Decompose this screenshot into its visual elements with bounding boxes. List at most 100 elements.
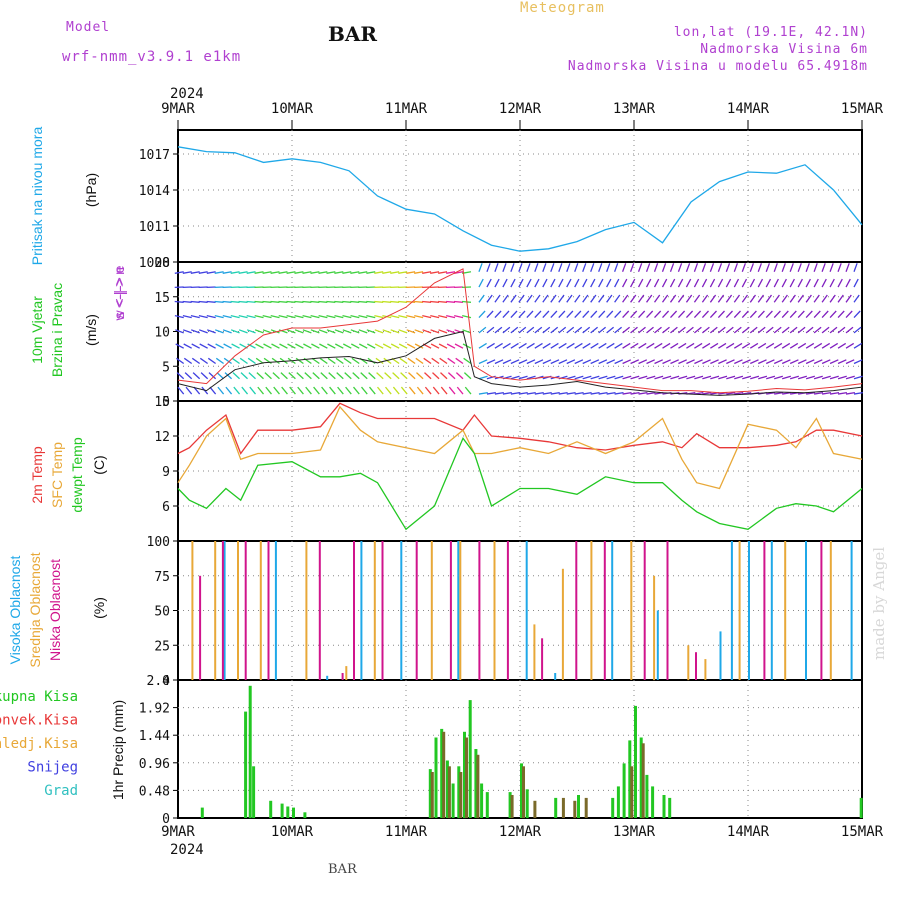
wind-barb (717, 310, 725, 319)
x-tick-label-bottom: 12MAR (499, 824, 542, 840)
wind-barb (318, 314, 328, 319)
wind-barb (630, 310, 638, 319)
wind-barb (478, 263, 483, 272)
wind-barb (238, 271, 248, 274)
wind-barb (606, 294, 613, 303)
ylabel-low-cloud: Niska Oblacnost (47, 559, 63, 661)
wind-barb (757, 278, 764, 288)
wind-barb (614, 310, 622, 319)
wind-barb (773, 278, 779, 288)
wind-barb (741, 342, 751, 349)
cloud-bar-2 (820, 541, 823, 680)
wind-barb (431, 357, 440, 365)
cloud-bar-0 (611, 541, 614, 680)
wind-barb (262, 314, 272, 319)
x-tick-label-top: 13MAR (613, 101, 656, 117)
wind-barb (302, 271, 312, 274)
wind-barb (614, 342, 623, 349)
wind-barb (566, 359, 576, 365)
x-tick-label-bottom: 14MAR (727, 824, 770, 840)
wind-barb (781, 326, 790, 334)
temp-sfc-line (177, 405, 863, 490)
wind-barb (598, 278, 604, 288)
wind-barb (821, 278, 827, 288)
wind-barb (440, 372, 448, 380)
precip-bar-0 (859, 797, 863, 818)
wind-barb (414, 343, 424, 349)
wind-barb (550, 391, 560, 395)
wind-barb (510, 310, 518, 319)
cloud-bar-1 (493, 541, 496, 680)
wind-barb (374, 314, 384, 319)
wind-barb (534, 326, 543, 334)
wind-barb (853, 278, 859, 288)
wind-barb (677, 263, 683, 272)
ylabel-mid-cloud: Srednja Oblacnost (27, 552, 43, 667)
precip-bar-1 (476, 754, 480, 819)
ylabel-pressure-unit: (hPa) (83, 173, 99, 207)
wind-barb (358, 343, 368, 349)
wind-barb (486, 294, 493, 303)
wind-barb (646, 391, 656, 395)
wind-barb (693, 263, 699, 272)
y-tick-label-wind: 10 (154, 326, 170, 341)
wind-barb (677, 310, 686, 319)
wind-barb (311, 357, 320, 365)
wind-barb (176, 372, 185, 380)
wind-barb (422, 314, 432, 319)
wind-barb (781, 263, 786, 272)
wind-barb (430, 271, 440, 274)
wind-barb (766, 375, 776, 380)
wind-barb (438, 329, 448, 334)
wind-barb (222, 329, 232, 334)
wind-barb (462, 314, 472, 319)
wind-barb (312, 372, 320, 380)
wind-barb (376, 372, 384, 380)
wind-barb (182, 314, 192, 319)
wind-barb (486, 278, 492, 288)
compass-we: w <-|-> e (111, 265, 127, 321)
cloud-bar-2 (244, 541, 247, 680)
wind-barb (797, 359, 807, 365)
precip-bar-0 (554, 797, 558, 818)
wind-barb (502, 310, 510, 319)
wind-barb (534, 310, 542, 319)
wind-barb (502, 326, 511, 334)
wind-barb (638, 326, 646, 334)
wind-barb (241, 386, 249, 395)
wind-barb (184, 372, 193, 380)
wind-barb (661, 263, 667, 272)
wind-barb (438, 314, 448, 319)
wind-barb (590, 375, 600, 380)
wind-barb (254, 329, 264, 334)
wind-barb (813, 342, 823, 349)
wind-barb (382, 271, 392, 274)
wind-barb (223, 357, 232, 365)
wind-barb (398, 271, 408, 274)
precip-legend-item: Konvek.Kisa (0, 713, 78, 729)
wind-barb (183, 343, 192, 349)
wind-barb (217, 386, 225, 395)
wind-barb (206, 271, 216, 274)
wind-barb (821, 391, 832, 395)
precip-bar-0 (248, 685, 252, 819)
wind-barb (230, 314, 240, 319)
pressure-line (177, 146, 863, 252)
wind-barb (797, 294, 804, 303)
wind-barb (518, 359, 528, 365)
wind-barb (774, 391, 784, 395)
y-tick-label-temperature: 12 (154, 430, 170, 445)
wind-barb (829, 326, 838, 334)
precip-bar-0 (639, 737, 643, 818)
wind-barb (262, 329, 272, 334)
wind-barb (376, 386, 384, 395)
y-tick-label-wind: 0 (162, 395, 170, 410)
wind-barb (773, 310, 781, 319)
wind-barb (789, 263, 794, 272)
wind-barb (606, 359, 616, 365)
wind-barb (478, 375, 488, 380)
precip-legend-item: Zaledj.Kisa (0, 736, 78, 752)
cloud-bar-2 (506, 541, 509, 680)
wind-barb (845, 310, 853, 319)
wind-barb (406, 271, 416, 274)
